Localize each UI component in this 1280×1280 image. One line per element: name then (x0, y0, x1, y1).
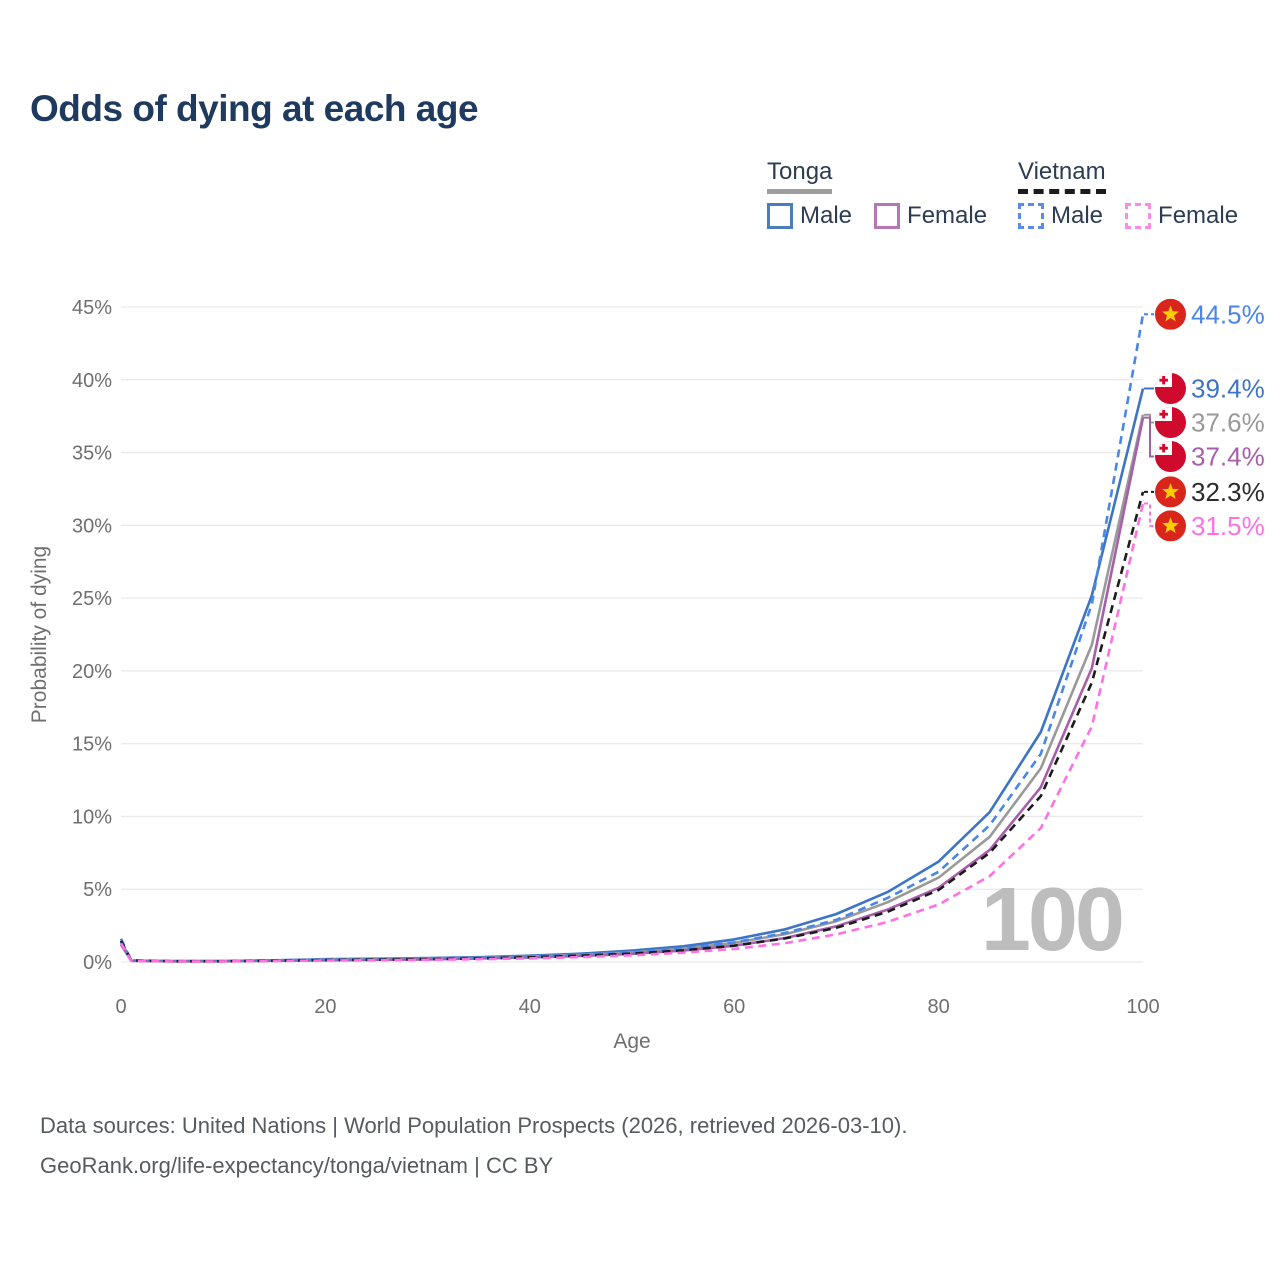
line-chart: 0% 5% 10% 15% 20% 25% 30% 35% 40% 45% 0 20 40 60 80 100… (28, 297, 1265, 1053)
end-label-layer: 44.5% 39.4% 37.6% 37.4% 32.3% 31.5% (1144, 298, 1265, 542)
y-tick-label: 0% (83, 952, 112, 974)
x-axis-title: Age (613, 1030, 650, 1053)
tonga-flag-icon (1155, 407, 1186, 438)
tonga-flag-icon (1155, 441, 1186, 472)
x-tick-label: 20 (314, 996, 336, 1018)
grid-layer (121, 306, 1143, 963)
vietnam-flag-icon (1155, 476, 1186, 508)
end-value-label-tonga-female: 37.4% (1191, 442, 1265, 472)
legend-items-tonga: Male Female (767, 202, 1009, 230)
series-line-vietnam-female (119, 503, 1145, 963)
vietnam-female-swatch-icon[interactable] (1125, 203, 1152, 229)
leader-line-tonga-female (1144, 416, 1154, 458)
page-title: Odds of dying at each age (30, 88, 479, 129)
tonga-flag-icon (1155, 373, 1186, 404)
watermark-layer: 100 (981, 870, 1125, 970)
end-value-label-vietnam-male: 44.5% (1191, 299, 1265, 329)
legend-items-vietnam: Male Female (1018, 202, 1260, 230)
x-tick-label: 80 (927, 996, 949, 1018)
x-tick-label: 40 (519, 996, 541, 1018)
footer-attribution-line: GeoRank.org/life-expectancy/tonga/vietna… (40, 1153, 554, 1178)
x-tick-label: 0 (115, 996, 126, 1018)
y-tick-label: 10% (72, 806, 112, 828)
series-layer (119, 314, 1145, 963)
y-tick-label: 45% (72, 297, 112, 319)
tonga-female-swatch-icon[interactable] (874, 203, 901, 229)
series-line-vietnam-male (119, 314, 1145, 963)
x-tick-label: 100 (1126, 996, 1159, 1018)
y-tick-label: 20% (72, 661, 112, 683)
age-counter-watermark: 100 (981, 870, 1122, 970)
y-tick-label: 40% (72, 370, 112, 392)
data-source-footer: Data sources: United Nations | World Pop… (40, 1106, 907, 1186)
footer-sources-line: Data sources: United Nations | World Pop… (40, 1113, 908, 1138)
legend-country-tonga: Tonga (767, 158, 833, 194)
end-value-label-tonga-male: 39.4% (1191, 374, 1265, 404)
tonga-male-swatch-icon[interactable] (767, 203, 793, 229)
y-tick-label: 5% (83, 879, 112, 901)
y-tick-label: 30% (72, 515, 112, 537)
y-tick-label: 25% (72, 588, 112, 610)
chart-area: 0% 5% 10% 15% 20% 25% 30% 35% 40% 45% 0 20 40 60 80 100… (0, 250, 1280, 1080)
vietnam-male-swatch-icon[interactable] (1018, 203, 1044, 229)
end-value-label-vietnam-female: 31.5% (1191, 511, 1265, 541)
vietnam-flag-icon (1155, 510, 1186, 542)
end-value-label-vietnam-combined: 32.3% (1191, 477, 1265, 507)
y-axis-title: Probability of dying (28, 546, 51, 723)
end-value-label-tonga-combined: 37.6% (1191, 408, 1265, 438)
legend-item-tonga-female[interactable]: Female (907, 202, 988, 229)
x-tick-label: 60 (723, 996, 745, 1018)
leader-line-vietnam-female (1144, 502, 1154, 527)
legend-item-vietnam-male[interactable]: Male (1051, 202, 1104, 229)
legend-country-vietnam: Vietnam (1018, 158, 1106, 194)
y-tick-label: 15% (72, 734, 112, 756)
legend-item-tonga-male[interactable]: Male (800, 202, 853, 229)
axis-layer: 0% 5% 10% 15% 20% 25% 30% 35% 40% 45% 0 20 40 60 80 100… (28, 297, 1160, 1053)
legend-group-tonga: Tonga Male Female (767, 158, 1009, 230)
legend-item-vietnam-female[interactable]: Female (1158, 202, 1239, 229)
vietnam-flag-icon (1155, 298, 1186, 330)
y-tick-label: 35% (72, 443, 112, 465)
legend-group-vietnam: Vietnam Male Female (1018, 158, 1260, 230)
